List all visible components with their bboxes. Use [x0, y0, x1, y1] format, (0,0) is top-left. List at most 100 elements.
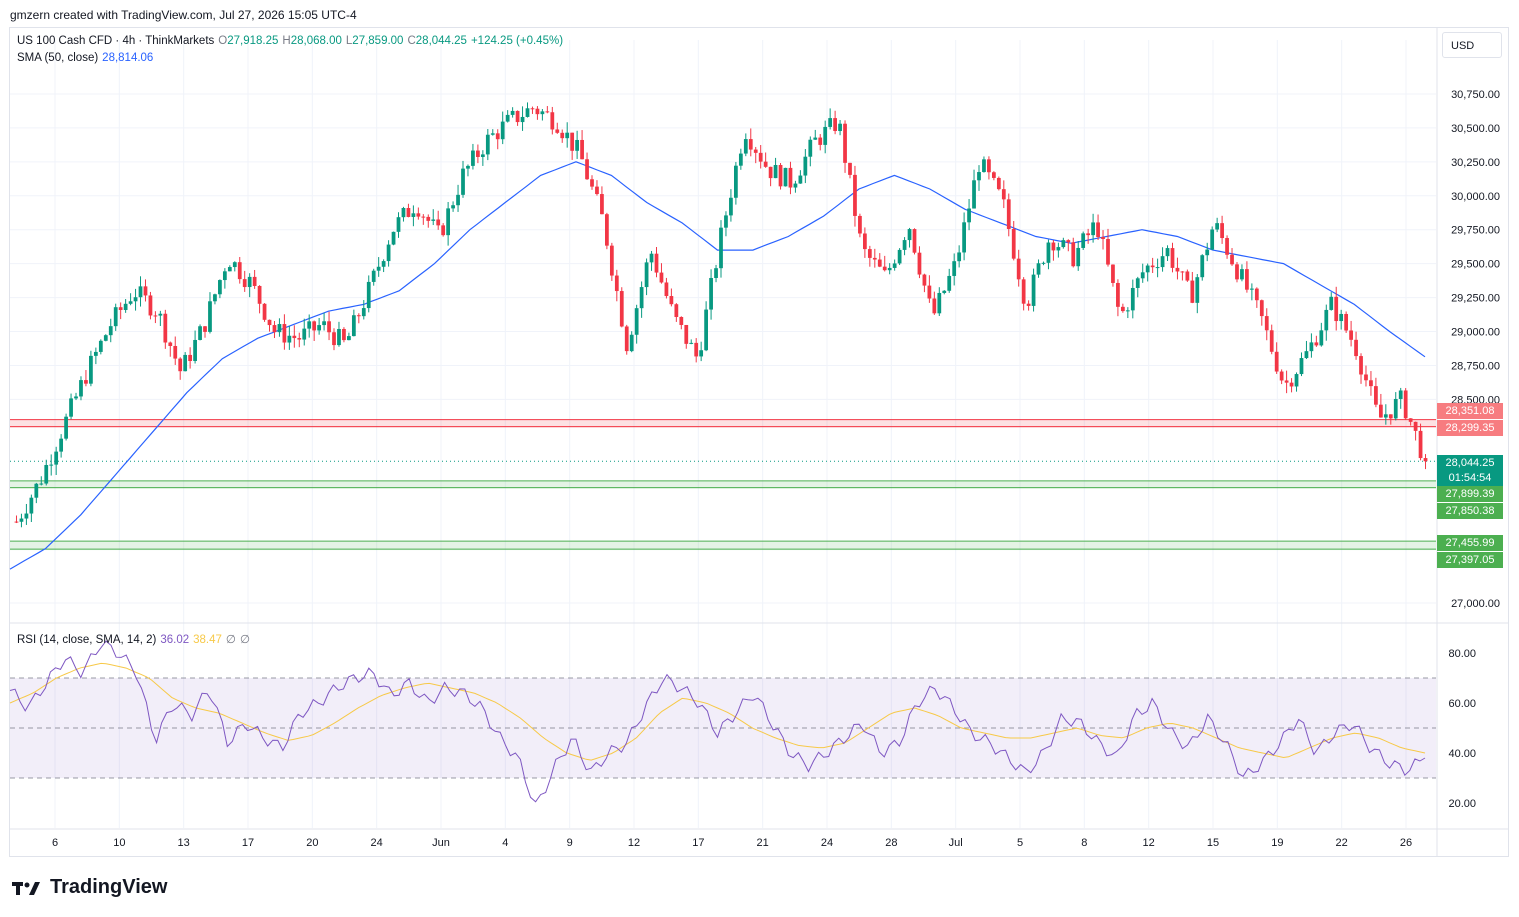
candle-body	[982, 159, 986, 173]
candle-body	[282, 324, 287, 343]
candle-body	[247, 276, 252, 288]
candle-body	[892, 263, 897, 268]
candle-body	[1205, 249, 1210, 256]
candle-body	[729, 197, 733, 216]
candle-body	[1185, 271, 1190, 281]
candle-body	[342, 328, 346, 341]
candle-body	[441, 225, 446, 236]
candle-body	[1334, 296, 1339, 322]
x-tick-label: 21	[757, 837, 769, 849]
candle-body	[49, 464, 54, 466]
candle-body	[743, 139, 748, 154]
candle-body	[788, 167, 793, 188]
candle-body	[1076, 247, 1081, 267]
candle-body	[932, 298, 937, 314]
candle-body	[1150, 265, 1155, 268]
candle-body	[609, 245, 614, 276]
candle-body	[74, 396, 78, 399]
candle-body	[763, 161, 768, 167]
candle-body	[1378, 404, 1383, 418]
candle-body	[1140, 272, 1145, 279]
candle-body	[103, 335, 108, 341]
candle-body	[1324, 309, 1329, 331]
candle-body	[907, 229, 912, 241]
candle-body	[337, 328, 341, 346]
candle-body	[877, 259, 882, 267]
candle-body	[1344, 313, 1349, 331]
candle-body	[967, 208, 971, 223]
level-band	[10, 541, 1436, 551]
candle-body	[143, 286, 148, 296]
candle-body	[1135, 278, 1140, 288]
candle-body	[1319, 330, 1324, 346]
candle-body	[897, 249, 902, 264]
candle-body	[386, 244, 391, 262]
candle-body	[520, 116, 525, 123]
candle-body	[1116, 282, 1120, 307]
candle-body	[1071, 242, 1076, 267]
candle-body	[858, 215, 862, 234]
candle-body	[1106, 238, 1110, 265]
candle-body	[1269, 330, 1274, 352]
candle-body	[208, 301, 212, 332]
chart-frame[interactable]	[9, 27, 1509, 857]
x-tick-label: 8	[1081, 837, 1087, 849]
tradingview-logo[interactable]: TradingView	[12, 876, 167, 899]
candle-body	[1160, 256, 1165, 268]
candle-body	[1195, 277, 1200, 303]
rsi-y-tick-label: 60.00	[1448, 698, 1476, 710]
candle-body	[396, 217, 401, 232]
currency-selector[interactable]: USD	[1442, 32, 1502, 58]
candle-body	[793, 183, 798, 188]
candle-body	[1299, 358, 1304, 375]
x-tick-label: 17	[692, 837, 704, 849]
candle-body	[1155, 267, 1160, 269]
candle-body	[600, 194, 604, 215]
x-tick-label: 24	[821, 837, 833, 849]
candle-body	[1215, 223, 1220, 230]
candle-body	[1393, 398, 1398, 419]
candle-body	[98, 340, 103, 352]
rsi-legend[interactable]: RSI (14, close, SMA, 14, 2) 36.02 38.47 ∅ ∅	[17, 632, 254, 646]
countdown-tag: 01:54:54	[1437, 470, 1503, 486]
candle-body	[1225, 238, 1229, 255]
candle-body	[634, 308, 639, 335]
candle-body	[218, 280, 222, 295]
x-tick-label: 9	[567, 837, 573, 849]
candle-body	[654, 253, 659, 273]
candle-body	[277, 324, 282, 333]
candle-body	[84, 380, 88, 384]
candle-body	[466, 165, 470, 169]
candle-body	[887, 267, 892, 271]
candle-body	[1279, 371, 1284, 381]
candle-body	[1210, 229, 1215, 250]
y-tick-label: 30,750.00	[1451, 89, 1500, 101]
candle-body	[1111, 264, 1115, 283]
candle-body	[629, 334, 634, 352]
candle-body	[1175, 267, 1180, 272]
candle-body	[183, 354, 188, 372]
candle-body	[461, 168, 465, 195]
candle-body	[575, 139, 579, 151]
candle-body	[1259, 300, 1264, 317]
candle-body	[500, 121, 505, 140]
candle-body	[748, 139, 753, 150]
close-value: 28,044.25	[415, 35, 467, 47]
candle-body	[168, 342, 173, 346]
candle-body	[327, 321, 331, 333]
y-tick-label: 30,500.00	[1451, 123, 1500, 135]
candle-body	[1309, 342, 1314, 352]
symbol-label[interactable]: US 100 Cash CFD · 4h · ThinkMarkets	[17, 35, 215, 47]
candle-body	[848, 162, 852, 175]
candle-body	[664, 282, 669, 297]
candle-body	[1254, 288, 1259, 301]
current-price-tag: 28,044.25	[1437, 455, 1503, 471]
sma-legend[interactable]: SMA (50, close) 28,814.06	[17, 52, 157, 64]
candle-body	[421, 216, 426, 218]
candle-body	[515, 110, 520, 123]
candle-body	[639, 287, 644, 309]
candle-body	[833, 118, 837, 132]
candle-body	[530, 108, 535, 110]
candle-body	[1289, 382, 1294, 387]
